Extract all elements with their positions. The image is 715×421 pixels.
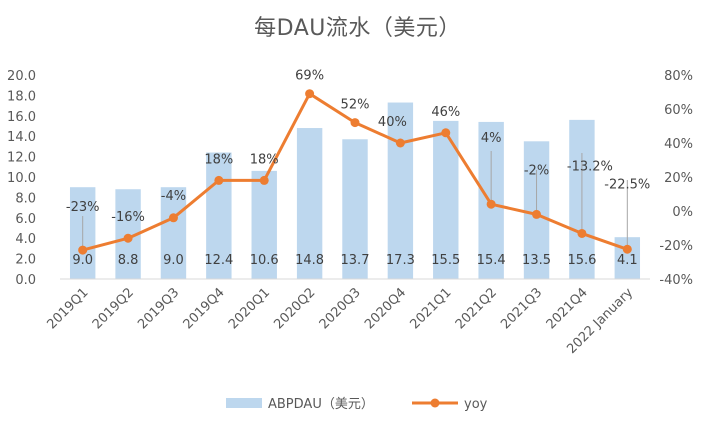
yoy-marker xyxy=(622,244,632,254)
yoy-marker xyxy=(441,128,451,138)
bar-2019q3 xyxy=(160,187,187,279)
bar-data-label: 12.4 xyxy=(204,253,233,268)
bar-data-label: 9.0 xyxy=(72,253,93,268)
bar-2020q1 xyxy=(251,170,277,279)
y-left-tick-label: 8.0 xyxy=(15,191,36,206)
bar-data-label: 15.4 xyxy=(477,253,506,268)
bar-2020q2 xyxy=(296,128,323,279)
yoy-data-label: 4% xyxy=(481,131,502,146)
yoy-data-label: -22.5% xyxy=(604,177,650,192)
bar-data-label: 15.6 xyxy=(567,253,596,268)
x-tick-label: 2021Q1 xyxy=(408,285,455,332)
yoy-marker xyxy=(168,213,178,223)
x-tick-label: 2019Q4 xyxy=(181,285,228,332)
yoy-data-label: -23% xyxy=(66,200,100,215)
y-left-tick-label: 2.0 xyxy=(15,253,36,268)
x-tick-label: 2020Q4 xyxy=(362,285,409,332)
yoy-data-label: -2% xyxy=(524,163,549,178)
x-tick-label: 2021Q2 xyxy=(453,285,500,332)
y-right-tick-label: 0% xyxy=(672,205,693,220)
yoy-marker xyxy=(395,138,405,148)
y-right-tick-label: -40% xyxy=(659,273,693,288)
y-right-tick-label: 80% xyxy=(664,69,693,84)
y-left-tick-label: 20.0 xyxy=(7,69,36,84)
y-left-tick-label: 16.0 xyxy=(7,110,36,125)
legend-label-line: yoy xyxy=(464,397,488,412)
y-left-tick-label: 10.0 xyxy=(7,171,36,186)
y-left-tick-label: 18.0 xyxy=(7,89,36,104)
bar-2020q4 xyxy=(387,102,414,279)
yoy-data-label: 18% xyxy=(250,152,279,167)
bar-data-label: 14.8 xyxy=(295,253,324,268)
yoy-data-label: 40% xyxy=(378,115,407,130)
bar-data-label: 17.3 xyxy=(386,253,415,268)
y-left-tick-label: 4.0 xyxy=(15,232,36,247)
bar-data-label: 8.8 xyxy=(118,253,139,268)
y-left-tick-label: 14.0 xyxy=(7,130,36,145)
chart-title: 每DAU流水（美元） xyxy=(254,16,461,41)
x-tick-label: 2020Q1 xyxy=(226,285,273,332)
yoy-marker xyxy=(577,228,587,238)
bar-data-label: 15.5 xyxy=(431,253,460,268)
yoy-data-label: 18% xyxy=(204,152,233,167)
y-right-tick-label: 20% xyxy=(664,171,693,186)
yoy-data-label: -16% xyxy=(111,210,145,225)
legend-swatch-bar xyxy=(226,398,262,408)
yoy-data-label: 52% xyxy=(341,98,370,113)
yoy-marker xyxy=(214,175,224,185)
x-tick-label: 2019Q1 xyxy=(44,285,91,332)
x-tick-label: 2019Q2 xyxy=(90,285,137,332)
x-tick-label: 2020Q2 xyxy=(271,285,318,332)
x-tick-label: 2021Q4 xyxy=(544,285,591,332)
x-tick-label: 2019Q3 xyxy=(135,285,182,332)
bar-data-label: 10.6 xyxy=(250,253,279,268)
bar-2019q4 xyxy=(206,152,232,279)
bar-data-label: 13.5 xyxy=(522,253,551,268)
y-right-tick-label: 40% xyxy=(664,137,693,152)
yoy-data-label: 69% xyxy=(295,69,324,84)
yoy-data-label: -13.2% xyxy=(567,159,613,174)
bar-data-label: 4.1 xyxy=(617,253,638,268)
bar-2020q3 xyxy=(342,139,368,279)
yoy-marker xyxy=(123,233,133,243)
bar-data-label: 13.7 xyxy=(341,253,370,268)
yoy-data-label: -4% xyxy=(161,189,186,204)
legend-label-bar: ABPDAU（美元） xyxy=(268,397,374,412)
y-left-tick-label: 6.0 xyxy=(15,212,36,227)
bar-data-label: 9.0 xyxy=(163,253,184,268)
yoy-marker xyxy=(350,118,360,128)
yoy-marker xyxy=(78,245,88,255)
y-left-tick-label: 0.0 xyxy=(15,273,36,288)
yoy-marker xyxy=(532,209,542,219)
x-tick-label: 2020Q3 xyxy=(317,285,364,332)
yoy-data-label: 46% xyxy=(431,105,460,120)
y-right-tick-label: 60% xyxy=(664,103,693,118)
legend-swatch-marker xyxy=(430,398,440,408)
y-right-tick-label: -20% xyxy=(659,239,693,254)
yoy-marker xyxy=(259,175,269,185)
yoy-marker xyxy=(486,199,496,209)
y-left-tick-label: 12.0 xyxy=(7,151,36,166)
yoy-marker xyxy=(305,89,315,99)
x-tick-label: 2021Q3 xyxy=(498,285,545,332)
